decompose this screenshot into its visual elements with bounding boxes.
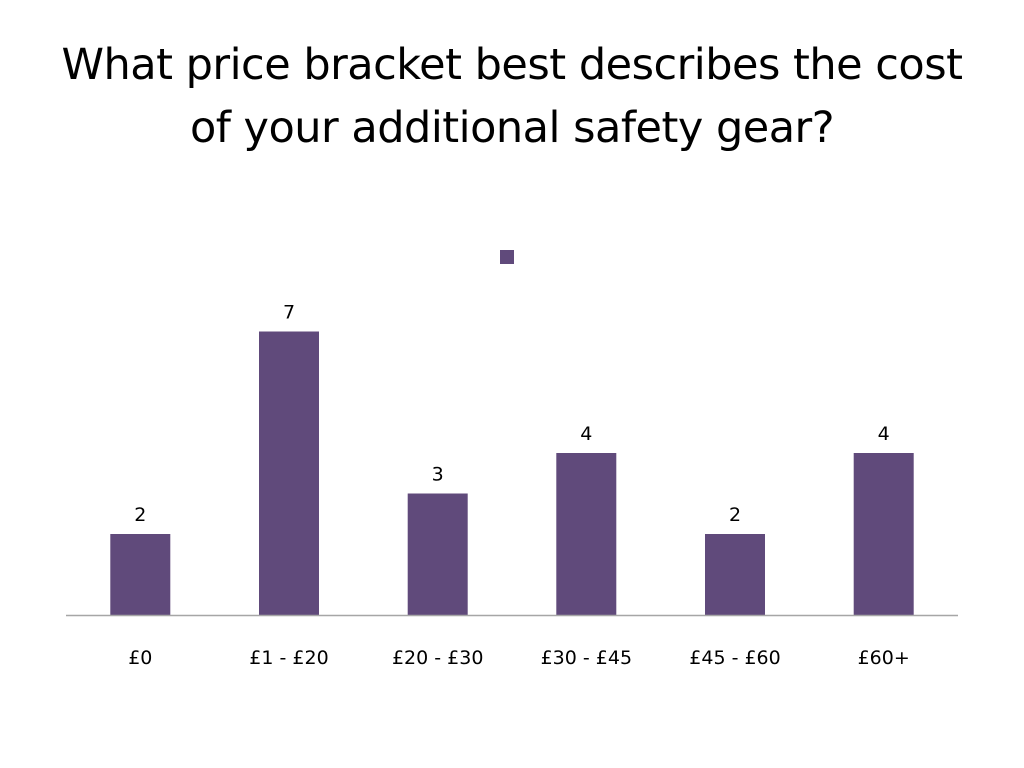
bar [705, 534, 765, 615]
bar-series [110, 331, 914, 615]
chart-title: What price bracket best describes the co… [61, 40, 963, 153]
x-axis-tick-labels: £0 £1 - £20 £20 - £30 £30 - £45 £45 - £60 £60… [128, 647, 910, 669]
data-label: 3 [432, 464, 444, 486]
x-tick-label: £0 [128, 647, 152, 669]
bar [259, 331, 319, 615]
legend-marker [500, 250, 514, 264]
bar [407, 493, 468, 615]
data-label: 7 [283, 302, 295, 324]
x-tick-label: £45 - £60 [689, 647, 780, 669]
x-tick-label: £20 - £30 [392, 647, 483, 669]
data-label: 2 [729, 504, 741, 526]
data-label: 4 [580, 423, 592, 445]
x-tick-label: £30 - £45 [541, 647, 632, 669]
legend [500, 250, 514, 264]
x-tick-label: £1 - £20 [249, 647, 328, 669]
data-labels: 2 7 3 4 2 4 [134, 302, 889, 527]
data-label: 2 [134, 504, 146, 526]
bar [110, 534, 171, 615]
x-tick-label: £60+ [858, 647, 910, 669]
bar [853, 453, 914, 615]
data-label: 4 [878, 423, 890, 445]
bar [556, 453, 617, 615]
